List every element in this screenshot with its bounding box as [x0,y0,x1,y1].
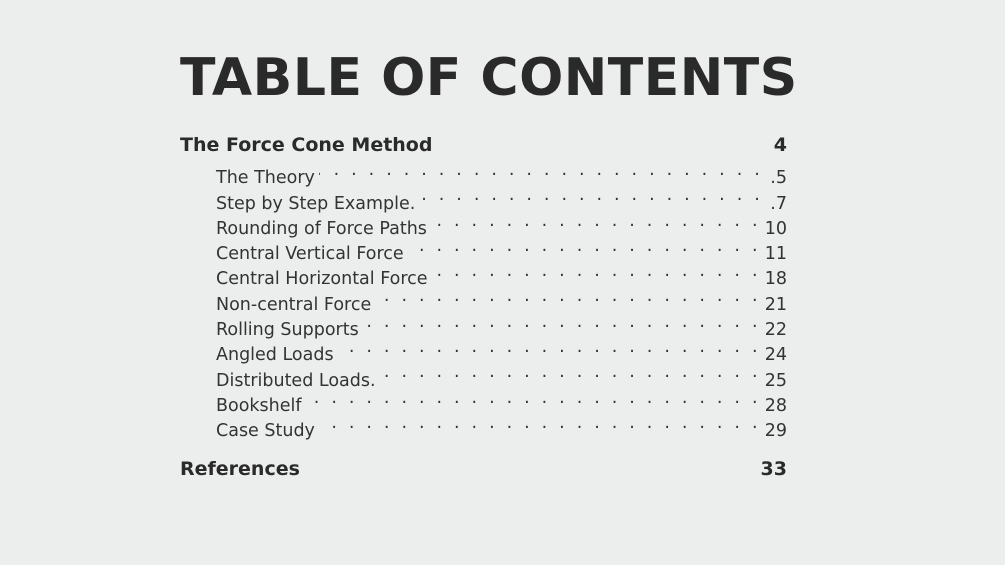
entry-page-number: 18 [764,269,787,290]
page-title: TABLE OF CONTENTS [180,48,798,108]
entry-title: Step by Step Example. [216,193,416,214]
toc-entry: Case Study 29 [180,411,787,441]
dot-leader [380,360,761,385]
entry-title: Case Study [216,421,315,442]
toc-entry: Bookshelf 28 [180,386,787,416]
entry-title: Bookshelf [216,395,302,416]
toc-entry: Angled Loads 24 [180,335,787,365]
section-force-cone-method: The Force Cone Method 4 [180,132,787,158]
dot-leader [375,284,760,309]
toc-entry: Rounding of Force Paths 10 [180,209,787,239]
toc-entry: Step by Step Example. .7 [180,183,787,213]
section-page-number: 4 [773,134,787,156]
section-entries: The Theory .5 Step by Step Example. .7 R… [180,158,787,441]
entry-page-number: 22 [764,320,787,341]
entry-page-number: 11 [764,244,787,265]
section-title: References [180,458,300,481]
dot-leader [419,183,763,208]
toc-entry: Rolling Supports 22 [180,310,787,340]
entry-page-number: 10 [764,218,787,239]
dot-leader [408,234,761,259]
entry-page-number: 29 [764,421,787,442]
dot-leader [319,411,761,436]
dot-leader [338,335,761,360]
dot-leader [306,386,761,411]
entry-page-number: 21 [764,294,787,315]
entry-page-number: 28 [764,395,787,416]
toc-entry: The Theory .5 [180,158,787,188]
section-page-number: 33 [760,458,787,481]
entry-page-number: .5 [770,168,787,189]
dot-leader [363,310,761,335]
entry-title: Rolling Supports [216,320,359,341]
dot-leader [431,209,761,234]
toc-entry: Central Vertical Force 11 [180,234,787,264]
section-references: References 33 [180,456,787,482]
dot-leader [432,259,761,284]
entry-page-number: .7 [770,193,787,214]
toc-entry: Non-central Force 21 [180,284,787,314]
entry-title: Angled Loads [216,345,334,366]
entry-title: Rounding of Force Paths [216,218,427,239]
dot-leader [319,158,763,183]
entry-title: Non-central Force [216,294,372,315]
entry-title: Central Vertical Force [216,244,404,265]
entry-page-number: 25 [764,370,787,391]
section-title: The Force Cone Method [180,134,433,156]
entry-title: The Theory [216,168,315,189]
entry-page-number: 24 [764,345,787,366]
table-of-contents: The Force Cone Method 4 The Theory .5 St… [180,132,787,482]
